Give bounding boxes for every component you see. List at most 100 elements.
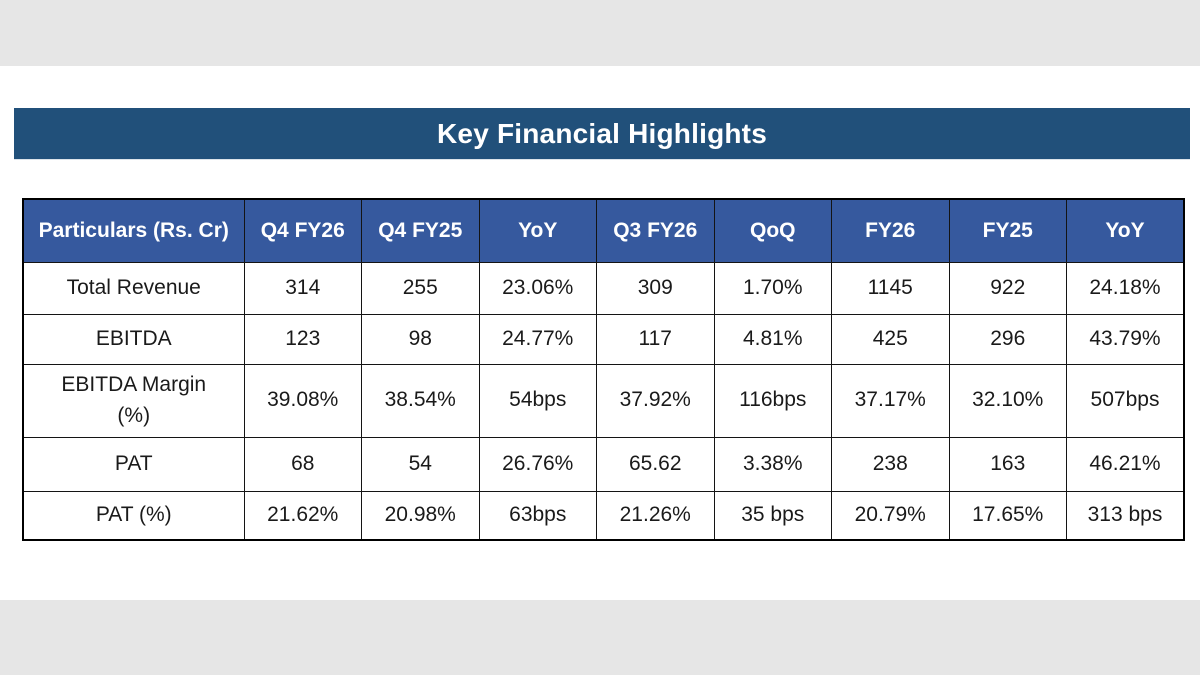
cell-text: 68 <box>291 451 315 475</box>
cell-text: 1145 <box>867 275 913 299</box>
cell-text: 24.18% <box>1089 275 1161 299</box>
cell-text: 65.62 <box>628 451 682 475</box>
bottom-letterbox <box>0 600 1200 675</box>
column-header: FY25 <box>948 198 1067 263</box>
value-cell: 24.18% <box>1066 261 1185 315</box>
column-header: Q3 FY26 <box>596 198 715 263</box>
value-cell: 3.38% <box>713 436 832 492</box>
page-title: Key Financial Highlights <box>437 117 767 149</box>
row-label-cell: EBITDA <box>22 313 245 365</box>
cell-text: 21.26% <box>619 503 691 527</box>
column-header: YoY <box>478 198 597 263</box>
row-label-cell: Total Revenue <box>22 261 245 315</box>
value-cell: 17.65% <box>948 490 1067 541</box>
cell-text: 37.92% <box>619 388 691 412</box>
column-header: Particulars (Rs. Cr) <box>22 198 245 263</box>
cell-text: 1.70% <box>742 275 803 299</box>
value-cell: 1145 <box>831 261 950 315</box>
value-cell: 20.79% <box>831 490 950 541</box>
row-label-cell: PAT <box>22 436 245 492</box>
value-cell: 46.21% <box>1066 436 1185 492</box>
value-cell: 314 <box>243 261 362 315</box>
value-cell: 98 <box>361 313 480 365</box>
cell-text: 255 <box>402 275 438 299</box>
content-area: Key Financial Highlights Particulars (Rs… <box>0 66 1200 600</box>
cell-text: 63bps <box>509 503 567 527</box>
column-header: Q4 FY26 <box>243 198 362 263</box>
cell-text: Total Revenue <box>66 275 201 299</box>
cell-text: 35 bps <box>741 503 805 527</box>
cell-text: 98 <box>408 326 432 350</box>
cell-text: 26.76% <box>502 451 574 475</box>
value-cell: 26.76% <box>478 436 597 492</box>
cell-text: 38.54% <box>384 388 456 412</box>
value-cell: 43.79% <box>1066 313 1185 365</box>
value-cell: 296 <box>948 313 1067 365</box>
cell-text: 32.10% <box>972 388 1044 412</box>
table-row: Total Revenue 314 255 23.06% 309 1.70% 1145 922… <box>22 261 1185 315</box>
cell-text: 4.81% <box>742 326 803 350</box>
cell-text: 123 <box>285 326 321 350</box>
value-cell: 922 <box>948 261 1067 315</box>
value-cell: 255 <box>361 261 480 315</box>
value-cell: 35 bps <box>713 490 832 541</box>
cell-text: 23.06% <box>502 275 574 299</box>
top-letterbox <box>0 0 1200 66</box>
cell-text: 3.38% <box>742 451 803 475</box>
value-cell: 54 <box>361 436 480 492</box>
cell-text: 37.17% <box>854 388 926 412</box>
column-header: FY26 <box>831 198 950 263</box>
value-cell: 24.77% <box>478 313 597 365</box>
value-cell: 163 <box>948 436 1067 492</box>
value-cell: 507bps <box>1066 363 1185 438</box>
cell-text: 116bps <box>739 388 807 412</box>
cell-text: 922 <box>990 275 1026 299</box>
cell-text: 117 <box>638 326 672 350</box>
table-body: Total Revenue 314 255 23.06% 309 1.70% 1145 922… <box>22 261 1185 541</box>
row-label-cell: PAT (%) <box>22 490 245 541</box>
value-cell: 116bps <box>713 363 832 438</box>
column-header: YoY <box>1066 198 1185 263</box>
cell-text: 21.62% <box>267 503 339 527</box>
value-cell: 238 <box>831 436 950 492</box>
cell-text: 46.21% <box>1089 451 1161 475</box>
value-cell: 1.70% <box>713 261 832 315</box>
cell-text: 425 <box>872 326 908 350</box>
row-label-cell: EBITDA Margin (%) <box>22 363 245 438</box>
column-header: QoQ <box>713 198 832 263</box>
value-cell: 313 bps <box>1066 490 1185 541</box>
cell-text: 507bps <box>1090 388 1160 412</box>
cell-text: 54bps <box>509 388 567 412</box>
value-cell: 20.98% <box>361 490 480 541</box>
value-cell: 38.54% <box>361 363 480 438</box>
cell-text: 20.98% <box>384 503 456 527</box>
value-cell: 117 <box>596 313 715 365</box>
table-row: PAT (%) 21.62% 20.98% 63bps 21.26% 35 bps 20.7… <box>22 490 1185 541</box>
cell-text: 296 <box>990 326 1026 350</box>
value-cell: 32.10% <box>948 363 1067 438</box>
value-cell: 123 <box>243 313 362 365</box>
cell-text: 314 <box>285 275 321 299</box>
value-cell: 37.92% <box>596 363 715 438</box>
value-cell: 309 <box>596 261 715 315</box>
cell-text: 20.79% <box>854 503 926 527</box>
cell-text: 313 bps <box>1087 503 1163 527</box>
table-row: PAT 68 54 26.76% 65.62 3.38% 238 163 46.21% <box>22 436 1185 492</box>
value-cell: 39.08% <box>243 363 362 438</box>
cell-text: 309 <box>637 275 673 299</box>
column-header: Q4 FY25 <box>361 198 480 263</box>
value-cell: 63bps <box>478 490 597 541</box>
cell-text: PAT <box>114 451 153 475</box>
table-header-row: Particulars (Rs. Cr) Q4 FY26 Q4 FY25 YoY Q3 … <box>22 198 1185 263</box>
value-cell: 65.62 <box>596 436 715 492</box>
value-cell: 23.06% <box>478 261 597 315</box>
value-cell: 425 <box>831 313 950 365</box>
cell-text: 24.77% <box>502 326 574 350</box>
table-row: EBITDA Margin (%) 39.08% 38.54% 54bps 37.92%… <box>22 363 1185 438</box>
cell-text: 54 <box>408 451 432 475</box>
cell-text: EBITDA <box>95 326 172 350</box>
cell-text: EBITDA Margin (%) <box>61 373 207 427</box>
value-cell: 68 <box>243 436 362 492</box>
cell-text: PAT (%) <box>95 503 172 527</box>
